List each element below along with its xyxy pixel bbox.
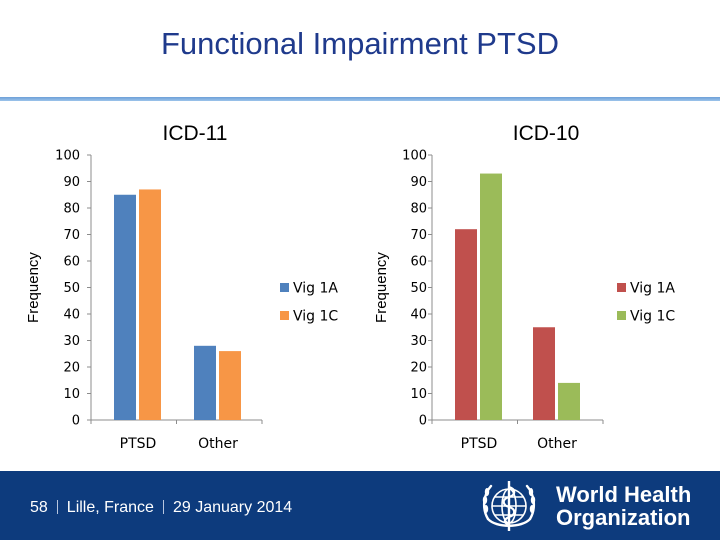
y-tick-label: 10 [63,387,80,402]
who-wordmark: World Health Organization [556,483,691,529]
legend-label: Vig 1C [630,309,675,325]
y-axis-label: Frequency [373,252,390,323]
page-number: 58 [30,499,48,516]
bar-other-vig-1c [558,382,580,420]
bar-ptsd-vig-1a [455,229,477,420]
category-label: Other [198,436,238,452]
category-label: Other [537,436,577,452]
y-tick-label: 60 [410,255,427,270]
footer-info: 58 Lille, France 29 January 2014 [30,499,292,517]
bar-ptsd-vig-1c [139,189,161,420]
y-tick-label: 10 [410,387,427,402]
y-axis-label: Frequency [25,252,42,323]
y-tick-label: 80 [63,202,80,217]
legend-label: Vig 1A [630,281,675,297]
y-tick-label: 60 [63,255,80,270]
y-tick-label: 100 [402,149,427,164]
y-tick-label: 40 [410,308,427,323]
footer-bar: 58 Lille, France 29 January 2014 World Hea… [0,471,720,540]
legend-swatch-vig-1a [617,283,626,292]
y-tick-label: 90 [63,175,80,190]
y-tick-label: 90 [410,175,427,190]
org-name-line1: World Health [556,482,692,507]
charts-area: ICD-11Frequency0102030405060708090100PTS… [25,122,675,452]
bar-ptsd-vig-1c [480,173,502,420]
who-emblem-icon [482,481,536,531]
y-tick-label: 20 [410,361,427,376]
slide-title: Functional Impairment PTSD [161,26,559,61]
footer-location: Lille, France [66,499,154,516]
bar-ptsd-vig-1a [114,194,136,420]
y-tick-label: 0 [72,414,80,429]
y-tick-label: 0 [419,414,427,429]
org-name-line2: Organization [556,505,691,530]
y-tick-label: 40 [63,308,80,323]
bar-other-vig-1a [194,345,216,420]
y-tick-label: 30 [410,334,427,349]
legend-swatch-vig-1a [280,283,289,292]
category-label: PTSD [120,436,157,452]
y-tick-label: 100 [55,149,80,164]
y-tick-label: 20 [63,361,80,376]
y-tick-label: 70 [63,228,80,243]
title-divider [0,97,720,101]
y-tick-label: 30 [63,334,80,349]
legend-swatch-vig-1c [280,311,289,320]
y-tick-label: 80 [410,202,427,217]
footer-separator [56,500,58,514]
footer-date: 29 January 2014 [172,499,293,516]
legend-swatch-vig-1c [617,311,626,320]
chart-title-2: ICD-10 [513,122,580,145]
legend-label: Vig 1A [293,281,338,297]
y-tick-label: 50 [410,281,427,296]
y-tick-label: 70 [410,228,427,243]
y-tick-label: 50 [63,281,80,296]
chart-title-1: ICD-11 [163,122,228,145]
footer-separator [162,500,164,514]
bar-other-vig-1c [219,351,241,420]
bar-other-vig-1a [533,327,555,420]
legend-label: Vig 1C [293,309,338,325]
category-label: PTSD [461,436,498,452]
